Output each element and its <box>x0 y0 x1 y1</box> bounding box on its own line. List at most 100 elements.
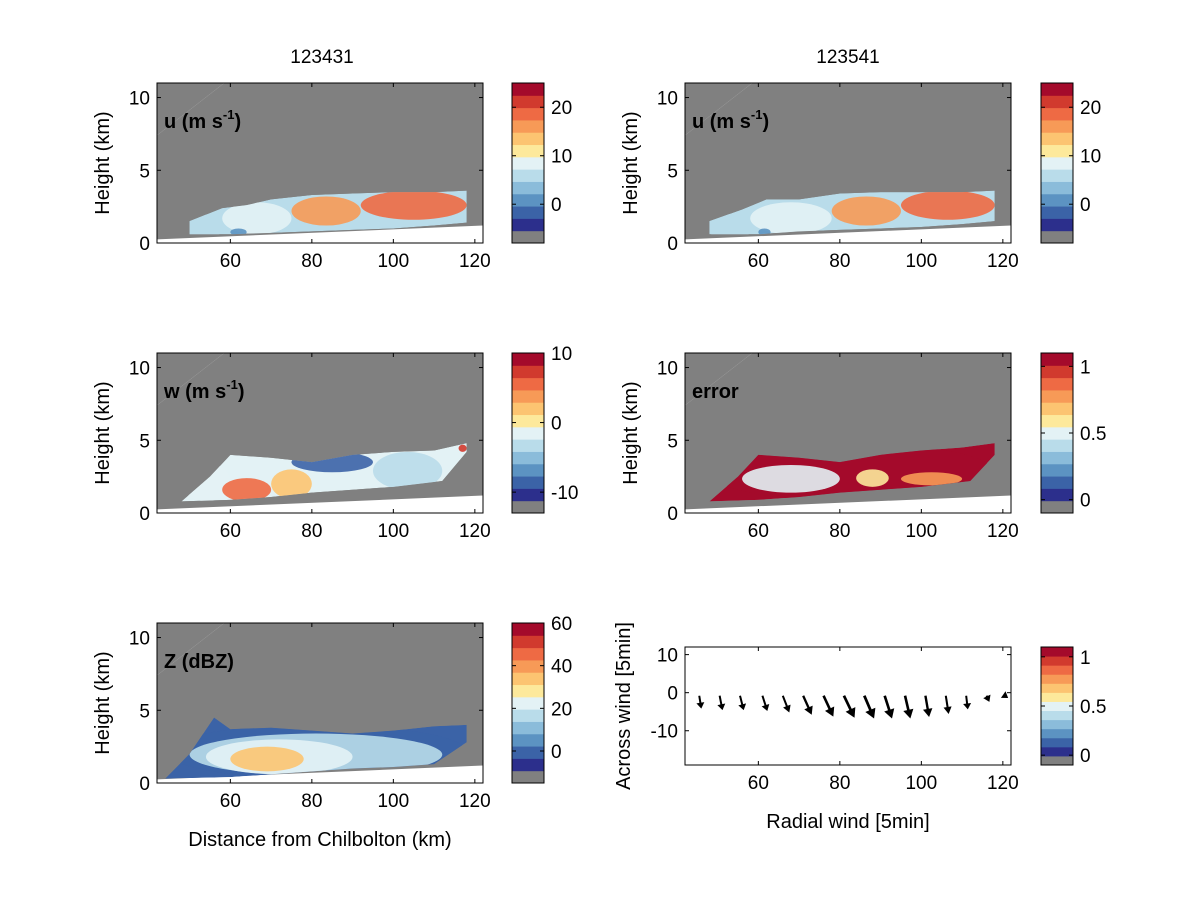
axes-frame <box>156 352 484 514</box>
echo-region-1 <box>742 465 840 493</box>
colorbar-band-10 <box>1041 107 1073 121</box>
colorbar-band-2 <box>512 476 544 489</box>
x-tick-label-1: 80 <box>301 251 322 272</box>
colorbar-band-7 <box>512 414 544 428</box>
column-title-right: 123541 <box>816 47 879 68</box>
echo-region-1 <box>222 478 272 502</box>
plot-area <box>157 83 483 240</box>
wind-arrow-2 <box>738 695 747 711</box>
colorbar-band-3 <box>512 463 544 477</box>
x-tick-label-1: 80 <box>829 773 850 794</box>
colorbar-tick-label-0: -10 <box>551 483 578 504</box>
colorbar-band-9 <box>512 119 544 133</box>
colorbar-band-12 <box>512 353 544 366</box>
colorbar-tick-label-0: 0 <box>1080 491 1091 512</box>
colorbar-band-8 <box>512 402 544 416</box>
colorbar-tick-label-2: 1 <box>1080 648 1091 669</box>
x-tick-label-2: 100 <box>377 251 409 272</box>
colorbar-band-4 <box>1041 181 1073 195</box>
panel-label: error <box>692 381 739 403</box>
axes-frame <box>684 82 1012 244</box>
wind-arrow-6 <box>822 695 835 717</box>
colorbar-tick-label-1: 20 <box>551 699 572 720</box>
y-tick-label-0: 0 <box>139 504 150 525</box>
y-tick-label-1: 0 <box>667 684 678 705</box>
colorbar: 0 10 20 <box>511 82 572 244</box>
colorbar: 00.51 <box>1040 646 1106 767</box>
colorbar-band-9 <box>1041 674 1073 684</box>
wind-arrow-10 <box>903 695 914 719</box>
y-axis-label: Height (km) <box>92 651 114 754</box>
y-tick-label-2: 10 <box>657 89 678 110</box>
colorbar-band-9 <box>1041 119 1073 133</box>
colorbar-band-4 <box>512 181 544 195</box>
wind-arrow-8 <box>863 695 876 719</box>
y-tick-label-0: 0 <box>667 504 678 525</box>
out-of-range-area <box>685 83 753 136</box>
colorbar-tick-label-0: 0 <box>1080 195 1091 216</box>
x-tick-label-3: 120 <box>459 791 491 812</box>
colorbar-tick-label-2: 20 <box>551 98 572 119</box>
y-tick-label-0: 0 <box>139 234 150 255</box>
colorbar-band-12 <box>1041 353 1073 366</box>
colorbar-band-11 <box>512 635 544 649</box>
colorbar-band-8 <box>512 672 544 686</box>
colorbar-band-12 <box>1041 83 1073 96</box>
echo-region-2 <box>271 469 312 499</box>
colorbar-band-11 <box>1041 656 1073 666</box>
y-tick-label-1: 5 <box>139 431 150 452</box>
x-tick-label-1: 80 <box>829 521 850 542</box>
x-tick-label-3: 120 <box>459 521 491 542</box>
colorbar-band-9 <box>512 389 544 403</box>
plot-area <box>696 691 1009 719</box>
y-tick-label-2: 10 <box>129 89 150 110</box>
colorbar-band-10 <box>512 107 544 121</box>
column-title-left: 123431 <box>290 47 353 68</box>
colorbar-band-1 <box>512 758 544 772</box>
colorbar-band-12 <box>512 83 544 96</box>
echo-region-1 <box>222 202 292 235</box>
colorbar-band-5 <box>1041 710 1073 721</box>
colorbar: 0 10 20 <box>1040 82 1101 244</box>
colorbar-tick-label-2: 40 <box>551 657 572 678</box>
x-tick-label-0: 60 <box>220 521 241 542</box>
colorbar-band-5 <box>512 439 544 452</box>
colorbar-band-6 <box>1041 426 1073 440</box>
wind-arrow-15 <box>1000 691 1009 699</box>
echo-region-3 <box>900 472 963 486</box>
wind-arrow-4 <box>781 695 791 713</box>
colorbar-tick-label-3: 60 <box>551 614 572 635</box>
plot-area <box>157 353 483 510</box>
colorbar-band-6 <box>1041 701 1073 712</box>
colorbar-band-3 <box>512 193 544 207</box>
panel-u-123431: 60 80 100 120 0 5 10 Height (km) u (m s-1) 0 10 20 <box>92 82 572 272</box>
colorbar-tick-label-1: 0 <box>551 414 562 435</box>
wind-arrow-11 <box>923 695 933 718</box>
colorbar-band-1 <box>1041 746 1073 757</box>
colorbar-band-7 <box>512 144 544 158</box>
echo-region-2 <box>291 196 361 226</box>
y-tick-label-1: 5 <box>139 701 150 722</box>
x-tick-label-2: 100 <box>905 773 937 794</box>
wind-arrow-5 <box>802 695 813 715</box>
colorbar-band-9 <box>1041 389 1073 403</box>
echo-region-2 <box>856 469 889 487</box>
colorbar: 0 20 40 60 <box>511 614 572 784</box>
colorbar-frame <box>511 622 545 784</box>
colorbar-band-7 <box>1041 692 1073 702</box>
plot-area <box>157 623 483 780</box>
colorbar-tick-label-0: 0 <box>551 195 562 216</box>
wind-arrow-7 <box>842 695 856 718</box>
colorbar-band-3 <box>512 733 544 747</box>
x-tick-label-2: 100 <box>377 791 409 812</box>
colorbar-band-1 <box>512 218 544 232</box>
colorbar-tick-label-1: 0.5 <box>1080 424 1106 445</box>
colorbar-band-11 <box>512 95 544 109</box>
x-axis-label: Radial wind [5min] <box>766 811 929 833</box>
axes-frame <box>156 622 484 784</box>
out-of-range-area <box>157 83 225 136</box>
wind-arrow-0 <box>696 695 705 709</box>
y-tick-label-0: 0 <box>139 774 150 795</box>
